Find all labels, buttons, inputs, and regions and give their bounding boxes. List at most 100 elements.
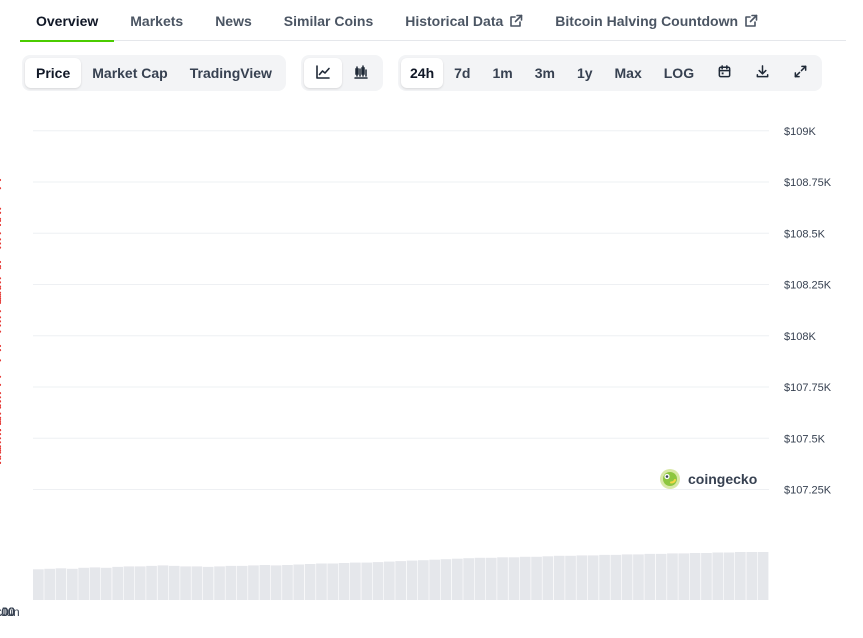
download-button[interactable] bbox=[743, 58, 781, 88]
range-1y-button[interactable]: 1y bbox=[576, 65, 593, 81]
price-point bbox=[0, 359, 2, 362]
volume-bar bbox=[236, 565, 248, 600]
calendar-icon bbox=[717, 64, 732, 82]
price-point bbox=[0, 211, 2, 214]
range-max-button[interactable]: Max bbox=[614, 65, 642, 81]
price-point bbox=[0, 349, 2, 352]
price-point bbox=[0, 242, 2, 245]
volume-bar bbox=[89, 567, 101, 600]
price-point bbox=[0, 265, 2, 268]
price-point bbox=[0, 301, 2, 304]
volume-bar bbox=[689, 553, 701, 600]
volume-bar bbox=[757, 552, 769, 600]
tab-similar-coins[interactable]: Similar Coins bbox=[268, 0, 389, 41]
volume-bar bbox=[418, 560, 429, 600]
volume-bar bbox=[134, 566, 146, 600]
range-3m-button[interactable]: 3m bbox=[534, 65, 555, 81]
price-point bbox=[0, 392, 2, 395]
volume-bar bbox=[350, 562, 361, 600]
fullscreen-button[interactable] bbox=[781, 58, 819, 88]
volume-bar bbox=[712, 552, 724, 600]
volume-bar bbox=[429, 559, 440, 600]
tradingview-button[interactable]: TradingView bbox=[189, 65, 272, 81]
line-chart-button[interactable] bbox=[304, 58, 342, 88]
volume-bar bbox=[723, 552, 735, 600]
tab-markets[interactable]: Markets bbox=[114, 0, 199, 41]
y-tick-label: $108.25K bbox=[784, 280, 832, 292]
volume-bar bbox=[746, 552, 758, 600]
volume-bar bbox=[214, 566, 225, 600]
volume-bar bbox=[338, 563, 350, 600]
range-24h-button[interactable]: 24h bbox=[401, 58, 444, 88]
y-tick-label: $108.5K bbox=[784, 228, 826, 240]
volume-bar bbox=[168, 565, 180, 600]
market-cap-button[interactable]: Market Cap bbox=[92, 65, 168, 81]
price-point bbox=[0, 437, 2, 440]
coingecko-logo-icon bbox=[660, 469, 680, 489]
price-point bbox=[0, 297, 2, 300]
volume-bar bbox=[599, 554, 610, 600]
price-point bbox=[0, 207, 2, 210]
price-chart[interactable]: $109K $108.75K $108.5K $108.25K $108K $107.75… bbox=[0, 100, 863, 628]
volume-bar bbox=[440, 559, 452, 600]
x-tick-label: 21:00 bbox=[0, 605, 15, 619]
tab-bitcoin-halving-countdown[interactable]: Bitcoin Halving Countdown bbox=[539, 0, 774, 41]
coingecko-watermark: coingecko bbox=[660, 469, 757, 489]
volume-bar bbox=[259, 565, 271, 600]
y-tick-label: $107.25K bbox=[784, 485, 832, 497]
price-point bbox=[0, 287, 2, 290]
volume-bar bbox=[55, 568, 67, 600]
volume-bar bbox=[202, 566, 214, 600]
price-point bbox=[0, 418, 2, 421]
price-point bbox=[0, 267, 2, 270]
price-point bbox=[0, 455, 2, 458]
range-1m-button[interactable]: 1m bbox=[492, 65, 513, 81]
volume-bar bbox=[452, 558, 463, 600]
volume-bar bbox=[633, 554, 644, 600]
volume-bar bbox=[33, 569, 44, 600]
volume-bar bbox=[565, 555, 576, 600]
volume-bar bbox=[180, 566, 191, 600]
price-point bbox=[0, 299, 2, 302]
download-icon bbox=[755, 64, 770, 82]
range-toggle: 24h 7d 1m 3m 1y Max LOG bbox=[398, 55, 823, 91]
price-point bbox=[0, 324, 2, 327]
tab-label: Overview bbox=[36, 12, 99, 29]
price-point bbox=[0, 330, 2, 333]
volume-bar bbox=[701, 553, 712, 600]
tab-overview[interactable]: Overview bbox=[20, 0, 115, 42]
calendar-button[interactable] bbox=[705, 58, 743, 88]
price-point bbox=[0, 344, 2, 348]
log-scale-button[interactable]: LOG bbox=[663, 65, 695, 81]
x-tick-label: 11:00 bbox=[0, 605, 15, 619]
price-point bbox=[0, 238, 2, 241]
tab-historical-data[interactable]: Historical Data bbox=[389, 0, 539, 41]
volume-bar bbox=[610, 554, 622, 600]
volume-bar bbox=[44, 568, 55, 600]
y-tick-label: $109K bbox=[784, 126, 816, 138]
price-point bbox=[0, 291, 2, 294]
volume-bar bbox=[100, 567, 112, 600]
tab-news[interactable]: News bbox=[199, 0, 268, 41]
range-7d-button[interactable]: 7d bbox=[454, 65, 471, 81]
volume-bar bbox=[644, 553, 656, 600]
volume-bar bbox=[67, 568, 78, 600]
price-point bbox=[0, 320, 2, 323]
x-tick-label: 30. Jun bbox=[0, 605, 20, 619]
x-tick-label: 05:00 bbox=[0, 605, 15, 619]
volume-bar bbox=[587, 555, 599, 600]
price-point bbox=[0, 277, 2, 280]
x-tick-label: 18:00 bbox=[0, 605, 15, 619]
volume-bar bbox=[316, 563, 327, 600]
tab-label: Similar Coins bbox=[283, 12, 374, 29]
price-button[interactable]: Price bbox=[25, 58, 82, 88]
price-point bbox=[0, 396, 2, 399]
price-point bbox=[0, 187, 2, 190]
external-link-icon bbox=[509, 14, 523, 28]
price-point bbox=[0, 400, 2, 403]
volume-bar bbox=[735, 552, 746, 600]
price-point bbox=[0, 375, 2, 378]
data-type-toggle: Price Market Cap TradingView bbox=[22, 55, 286, 91]
volume-bar bbox=[384, 561, 395, 600]
candlestick-chart-button[interactable] bbox=[342, 58, 380, 88]
